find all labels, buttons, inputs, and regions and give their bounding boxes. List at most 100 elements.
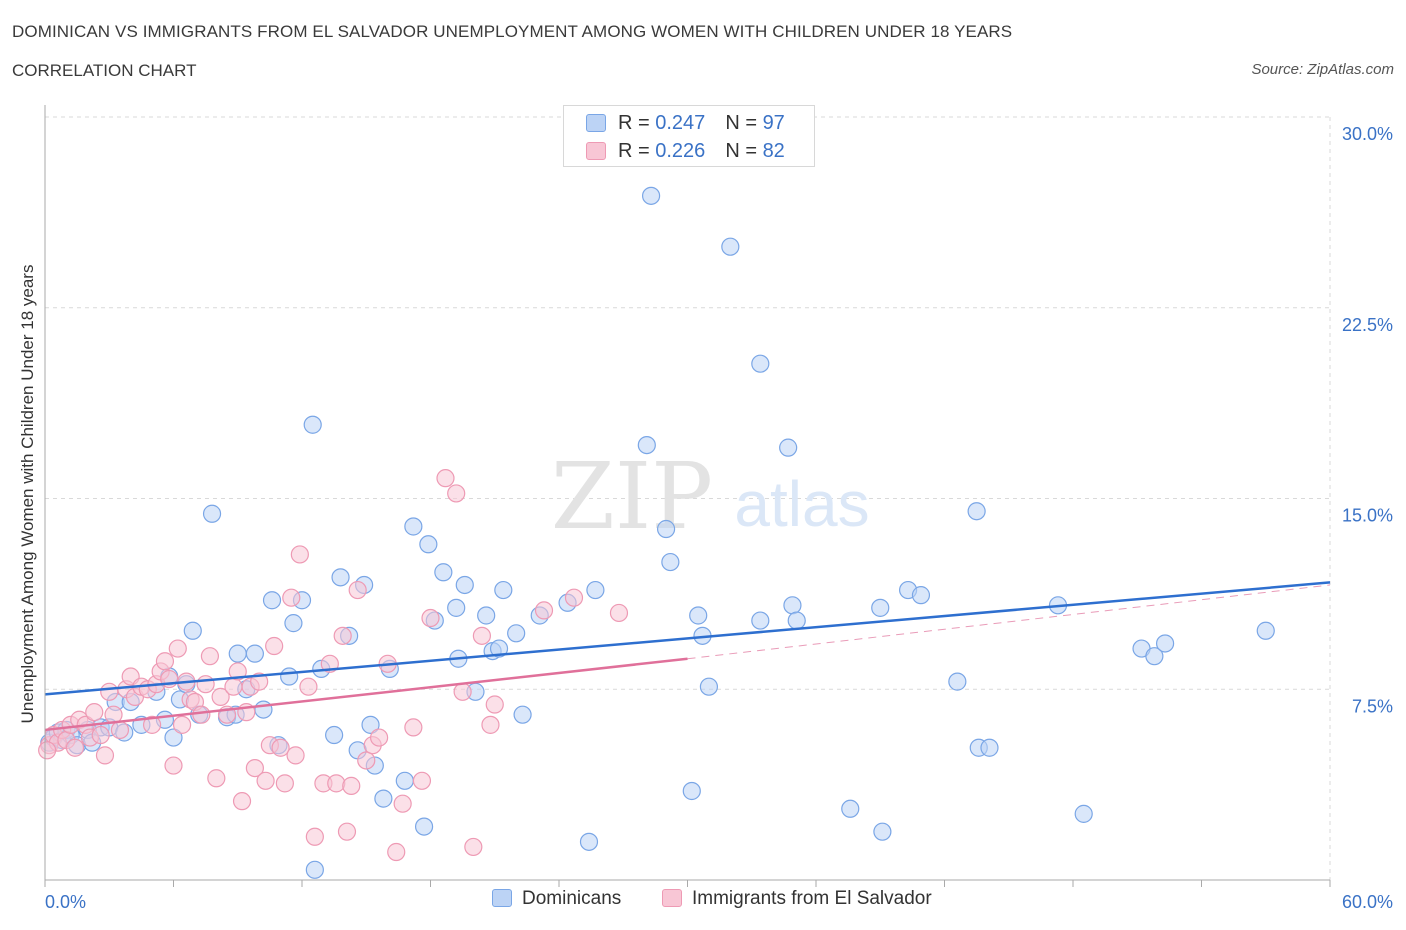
data-point bbox=[787, 611, 806, 630]
data-point bbox=[967, 502, 986, 521]
r-label: R = bbox=[618, 112, 656, 134]
data-point bbox=[228, 644, 247, 663]
data-point bbox=[472, 626, 491, 645]
watermark: ZIP atlas bbox=[551, 443, 870, 550]
source-credit: Source: ZipAtlas.com bbox=[1251, 61, 1394, 78]
series-legend: Dominicans Immigrants from El Salvador bbox=[0, 888, 1406, 916]
data-point bbox=[534, 601, 554, 620]
data-point bbox=[783, 596, 802, 615]
data-point bbox=[481, 715, 500, 734]
data-point bbox=[192, 705, 211, 724]
data-point bbox=[290, 545, 309, 564]
data-point bbox=[1155, 634, 1175, 653]
data-point bbox=[250, 672, 269, 691]
data-point bbox=[751, 611, 770, 630]
data-point bbox=[331, 568, 350, 587]
data-point bbox=[455, 575, 474, 595]
data-point bbox=[447, 484, 466, 503]
swatch-dominicans bbox=[586, 114, 606, 132]
r-value: 0.247 bbox=[655, 112, 706, 134]
n-value: 97 bbox=[762, 112, 785, 134]
data-point bbox=[164, 728, 183, 747]
trend-line-extension bbox=[687, 584, 1331, 660]
data-point bbox=[254, 700, 273, 719]
data-point bbox=[1145, 647, 1164, 666]
data-point bbox=[699, 677, 719, 696]
data-point bbox=[284, 614, 303, 633]
x-tick-label: 60.0% bbox=[1342, 892, 1393, 912]
data-point bbox=[453, 682, 472, 701]
data-point bbox=[751, 354, 770, 373]
chart-subtitle: CORRELATION CHART bbox=[12, 61, 197, 80]
data-point bbox=[637, 435, 656, 455]
n-label: N = bbox=[725, 112, 763, 134]
data-point bbox=[183, 621, 202, 640]
data-point bbox=[262, 591, 282, 610]
series-el-salvador bbox=[38, 469, 629, 862]
data-point bbox=[661, 552, 680, 572]
n-value: 82 bbox=[762, 140, 785, 162]
data-point bbox=[370, 728, 389, 747]
data-point bbox=[980, 738, 999, 757]
data-point bbox=[280, 667, 299, 686]
data-point bbox=[419, 535, 438, 554]
data-point bbox=[275, 774, 294, 793]
data-point bbox=[395, 771, 414, 790]
data-point bbox=[155, 652, 175, 671]
legend-item-dominicans[interactable]: Dominicans bbox=[492, 888, 621, 910]
data-point bbox=[447, 598, 466, 617]
data-point bbox=[412, 771, 432, 790]
data-point bbox=[841, 799, 860, 818]
data-point bbox=[507, 624, 526, 643]
data-point bbox=[327, 774, 346, 793]
data-point bbox=[271, 738, 290, 757]
data-point bbox=[911, 586, 931, 605]
data-point bbox=[477, 606, 496, 625]
data-point bbox=[489, 639, 509, 658]
trend-line bbox=[44, 657, 688, 732]
data-point bbox=[374, 789, 393, 808]
y-axis-label: Unemployment Among Women with Children U… bbox=[18, 265, 37, 724]
data-point bbox=[387, 842, 406, 862]
data-point bbox=[305, 860, 324, 879]
x-tick-label: 0.0% bbox=[45, 892, 86, 912]
data-point bbox=[299, 677, 318, 696]
data-point bbox=[721, 237, 740, 256]
data-point bbox=[948, 672, 967, 691]
y-tick-label: 15.0% bbox=[1342, 506, 1393, 526]
r-label: R = bbox=[618, 140, 656, 162]
data-point bbox=[656, 519, 676, 539]
data-point bbox=[142, 715, 162, 734]
data-point bbox=[303, 415, 322, 434]
legend-swatch-dominicans bbox=[492, 889, 512, 907]
data-point bbox=[337, 822, 357, 841]
data-point bbox=[245, 758, 264, 778]
r-value: 0.226 bbox=[655, 140, 706, 162]
data-point bbox=[110, 720, 130, 740]
data-point bbox=[357, 751, 376, 770]
legend-item-el-salvador[interactable]: Immigrants from El Salvador bbox=[662, 888, 932, 910]
y-tick-label: 30.0% bbox=[1342, 124, 1393, 144]
data-point bbox=[224, 677, 243, 696]
data-point bbox=[100, 682, 119, 701]
data-point bbox=[421, 608, 440, 628]
correlation-legend: R = 0.247 N = 97 R = 0.226 N = 82 bbox=[563, 105, 815, 167]
chart-title: DOMINICAN VS IMMIGRANTS FROM EL SALVADOR… bbox=[12, 22, 1013, 41]
watermark-zip: ZIP bbox=[551, 443, 713, 550]
data-point bbox=[282, 588, 301, 607]
n-label: N = bbox=[725, 140, 763, 162]
data-point bbox=[38, 741, 57, 760]
data-point bbox=[361, 715, 380, 734]
data-point bbox=[434, 563, 453, 582]
data-point bbox=[228, 662, 247, 681]
legend-label-dominicans: Dominicans bbox=[522, 888, 622, 909]
data-point bbox=[436, 469, 455, 488]
data-point bbox=[196, 675, 215, 694]
data-point bbox=[1256, 621, 1275, 640]
data-point bbox=[564, 588, 584, 607]
legend-swatch-el-salvador bbox=[662, 889, 682, 907]
data-point bbox=[609, 603, 629, 623]
watermark-atlas: atlas bbox=[734, 468, 869, 540]
data-point bbox=[689, 606, 708, 625]
